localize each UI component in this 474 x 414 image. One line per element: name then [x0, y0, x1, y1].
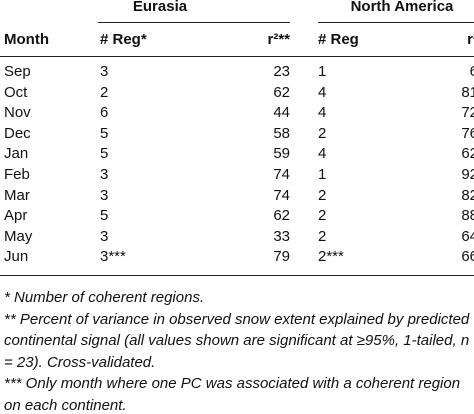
table-cell: 3 [100, 63, 109, 80]
table-cell: 23 [273, 63, 290, 80]
table-cell: 2 [100, 83, 109, 101]
table-cell: 74 [273, 166, 290, 183]
table-cell: 2 [318, 207, 327, 225]
table-cell: Nov [4, 104, 31, 122]
table-cell: 3 [100, 227, 109, 245]
table-cell: 59 [273, 145, 290, 163]
table-cell: 64 [461, 227, 474, 245]
table-cell: 66 [461, 248, 474, 266]
table-cell: 6 [100, 104, 109, 122]
table-cell: 5 [100, 207, 109, 225]
table-cell: 2 [318, 227, 327, 245]
column-header: # Reg* [100, 31, 147, 48]
table-cell: 1 [318, 63, 327, 80]
table-cell: 62 [461, 145, 474, 163]
rule [0, 56, 474, 57]
table-cell: 79 [273, 248, 290, 266]
table-cell: 2 [318, 186, 327, 204]
footnote: * Number of coherent regions. [4, 289, 205, 306]
table-cell: 82 [461, 186, 474, 204]
rule [98, 22, 290, 23]
footnote: *** Only month where one PC was associat… [4, 375, 461, 414]
table-cell: Sep [4, 63, 31, 80]
table-cell: Oct [4, 83, 28, 101]
table-cell: Jun [4, 248, 29, 266]
rule [0, 275, 474, 276]
table-cell: 3 [100, 166, 109, 183]
table-cell: 33 [273, 227, 290, 245]
table-cell: 76 [461, 124, 474, 142]
table-cell: 2 [318, 124, 327, 142]
table-cell: 62 [273, 83, 290, 101]
table-cell: 88 [461, 207, 474, 225]
table-cell: 44 [273, 104, 290, 122]
table-cell: 3 [100, 186, 109, 204]
table-cell: 62 [273, 207, 290, 225]
rule [318, 22, 474, 23]
table-cell: 81 [461, 83, 474, 101]
table-cell: Dec [4, 124, 31, 142]
column-header: # Reg [318, 31, 359, 48]
table-cell: Apr [4, 207, 28, 225]
table-cell: 4 [318, 145, 327, 163]
table-cell: 5 [100, 145, 109, 163]
table-cell: 4 [318, 104, 327, 122]
table-cell: Mar [4, 186, 30, 204]
table-cell: Feb [4, 166, 30, 183]
column-header: r² [467, 31, 474, 48]
table-cell: 72 [461, 104, 474, 122]
group-header: Eurasia [132, 0, 188, 15]
table-cell: 6 [469, 63, 474, 80]
footnotes: * Number of coherent regions. ** Percent … [4, 287, 472, 414]
table-cell: Jan [4, 145, 29, 163]
table-cell: May [4, 227, 33, 245]
column-header: Month [4, 31, 49, 48]
footnote: ** Percent of variance in observed snow … [4, 310, 470, 371]
table-cell: 2*** [318, 248, 344, 266]
table-cell: 92 [461, 166, 474, 183]
table-cell: 3*** [100, 248, 126, 266]
table-cell: 1 [318, 166, 327, 183]
table-cell: 4 [318, 83, 327, 101]
table-cell: 5 [100, 124, 109, 142]
table-cell: 58 [273, 124, 290, 142]
group-header: North America [350, 0, 454, 15]
table-cell: 74 [273, 186, 290, 204]
column-header: r²** [267, 31, 290, 48]
